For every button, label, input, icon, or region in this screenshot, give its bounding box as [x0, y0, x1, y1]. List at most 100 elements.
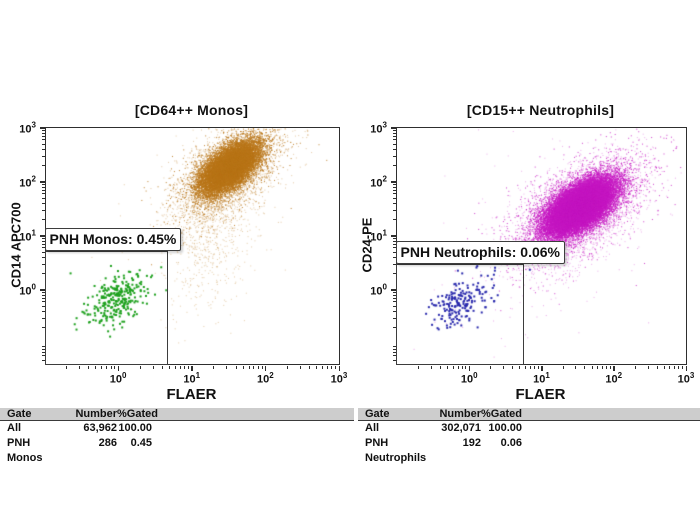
y-minor-tick [392, 183, 396, 185]
y-minor-tick [392, 291, 396, 293]
y-minor-tick [392, 197, 396, 199]
x-minor-tick [418, 365, 420, 369]
y-minor-tick [392, 189, 396, 191]
pnh-neutrophils-gate-label[interactable]: PNH Neutrophils: 0.06% [395, 241, 565, 265]
x-minor-tick [322, 365, 324, 369]
y-minor-tick [392, 294, 396, 296]
x-minor-tick [66, 365, 68, 369]
x-tick-label: 102 [257, 371, 274, 386]
x-minor-tick [609, 365, 611, 369]
y-minor-tick [392, 155, 396, 157]
y-minor-tick [392, 263, 396, 265]
x-tick-label: 101 [183, 371, 201, 386]
y-tick-label: 100 [370, 282, 387, 298]
y-minor-tick [392, 273, 396, 275]
x-axis-label-flaer-right: FLAER [515, 386, 566, 403]
x-minor-tick [656, 365, 658, 369]
y-minor-tick [41, 305, 45, 307]
y-minor-tick [392, 129, 396, 131]
x-minor-tick [533, 365, 535, 369]
x-major-tick [685, 365, 687, 371]
x-minor-tick [602, 365, 604, 369]
y-minor-tick [41, 186, 45, 188]
x-minor-tick [663, 365, 665, 369]
y-minor-tick [41, 219, 45, 221]
y-minor-tick [41, 193, 45, 195]
x-minor-tick [187, 365, 189, 369]
x-minor-tick [114, 365, 116, 369]
y-minor-tick [41, 348, 45, 350]
x-minor-tick [152, 365, 154, 369]
pnh-monos-gate-label[interactable]: PNH Monos: 0.45% [44, 228, 182, 252]
x-minor-tick [287, 365, 289, 369]
y-minor-tick [41, 143, 45, 145]
y-tick-label: 103 [370, 120, 387, 136]
cell-gate: All [7, 422, 22, 434]
y-minor-tick [41, 132, 45, 134]
plot-title-neutrophils: [CD15++ Neutrophils] [466, 102, 615, 118]
x-tick-label: 101 [533, 371, 550, 386]
x-minor-tick [457, 365, 459, 369]
x-minor-tick [316, 365, 318, 369]
x-major-tick [264, 365, 267, 371]
cell-number: 192 [462, 437, 481, 449]
stats-table-header: Gate Number %Gated [0, 408, 354, 421]
x-major-tick [468, 365, 471, 371]
y-minor-tick [41, 251, 45, 253]
x-minor-tick [537, 365, 539, 369]
y-minor-tick [392, 345, 396, 347]
x-minor-tick [669, 365, 671, 369]
cell-pct: 0.45 [130, 437, 152, 449]
y-minor-tick [41, 256, 45, 258]
y-minor-tick [392, 132, 396, 134]
y-minor-tick [392, 317, 396, 319]
header-number: Number [75, 408, 117, 420]
x-minor-tick [512, 365, 514, 369]
y-minor-tick [392, 135, 396, 137]
y-minor-tick [392, 311, 396, 312]
plot-area-monos[interactable]: PNH Monos: 0.45% 100 101 102 103 100 101 102 10… [19, 121, 347, 386]
y-minor-tick [392, 139, 396, 141]
x-minor-tick [490, 365, 492, 369]
x-minor-tick [682, 365, 684, 369]
y-minor-tick [392, 297, 396, 299]
y-minor-tick [41, 317, 45, 319]
x-minor-tick [678, 365, 680, 369]
x-tick-label: 103 [330, 371, 348, 386]
y-minor-tick [392, 237, 396, 239]
cell-number: 63,962 [83, 422, 117, 434]
x-minor-tick [562, 365, 564, 369]
pnh-neutrophils-gate-rectangle[interactable] [395, 264, 525, 366]
y-minor-tick [41, 297, 45, 299]
y-minor-tick [41, 135, 45, 137]
plot-area-neutrophils[interactable]: PNH Neutrophils: 0.06% 100 101 102 103 100 10… [370, 121, 694, 386]
y-minor-tick [392, 186, 396, 188]
pnh-monos-gate-rectangle[interactable] [44, 251, 169, 366]
x-minor-tick [88, 365, 90, 369]
y-minor-tick [392, 202, 396, 204]
table-row-all: All 302,071 100.00 [358, 421, 700, 436]
table-row-all: All 63,962 100.00 [0, 421, 354, 436]
x-minor-tick [524, 365, 526, 369]
y-minor-tick [41, 311, 45, 312]
x-major-tick [117, 365, 120, 371]
x-major-tick [338, 365, 340, 371]
cell-pct: 100.00 [118, 422, 152, 434]
x-minor-tick [106, 365, 108, 369]
y-tick-label: 102 [370, 174, 387, 190]
x-minor-tick [519, 365, 521, 369]
y-minor-tick [41, 294, 45, 296]
y-minor-tick [392, 247, 396, 249]
x-minor-tick [430, 365, 432, 369]
y-tick-label: 103 [19, 120, 36, 136]
x-minor-tick [327, 365, 329, 369]
y-minor-tick [392, 301, 396, 303]
x-minor-tick [335, 365, 337, 369]
x-minor-tick [213, 365, 215, 369]
table-row-pnh-monos: PNH Monos 286 0.45 [0, 436, 354, 464]
y-minor-tick [392, 256, 396, 258]
y-major-tick [39, 127, 45, 129]
x-minor-tick [184, 365, 186, 369]
y-minor-tick [41, 202, 45, 204]
y-major-tick [390, 127, 396, 129]
